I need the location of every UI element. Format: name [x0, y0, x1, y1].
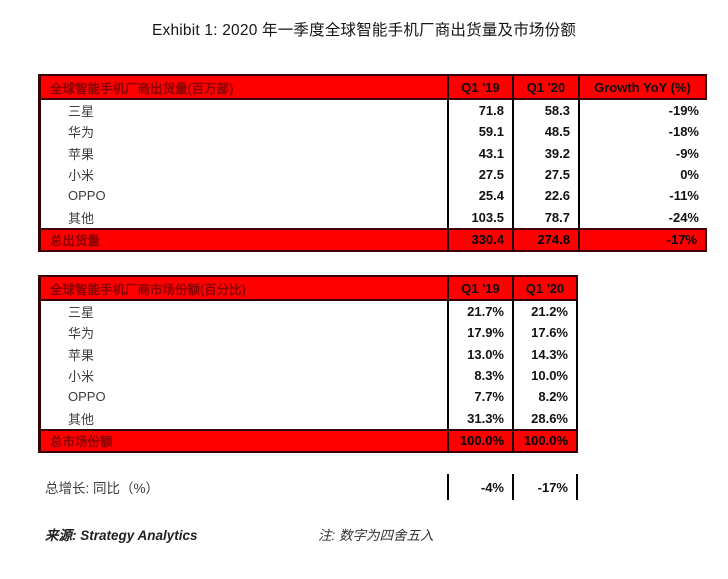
shipments-table: 全球智能手机厂商出货量(百万部) Q1 '19 Q1 '20 Growth Yo…	[38, 74, 707, 252]
total-q1-20-value: 274.8	[512, 227, 578, 252]
q1-19-share: 31.3%	[447, 407, 512, 429]
exhibit-title: Exhibit 1: 2020 年一季度全球智能手机厂商出货量及市场份额	[151, 22, 577, 39]
total-q1-19-value: 330.4	[447, 227, 512, 252]
total-growth-q1-20: -17%	[512, 474, 578, 500]
vendor-label: OPPO	[38, 386, 447, 408]
table-row-apple: 苹果 43.1 39.2 -9%	[38, 142, 707, 164]
q1-20-value: 78.7	[512, 206, 578, 228]
q1-20-share: 10.0%	[512, 364, 578, 387]
vendor-label: 其他	[38, 206, 447, 228]
shipments-table-title: 全球智能手机厂商出货量(百万部)	[38, 74, 447, 100]
total-q1-20-share: 100.0%	[512, 428, 578, 453]
q1-20-value: 48.5	[512, 121, 578, 143]
q1-19-share: 17.9%	[447, 322, 512, 344]
column-header-q1-20: Q1 '20	[512, 74, 578, 100]
vendor-label: 华为	[38, 121, 447, 143]
total-growth-value: -17%	[578, 227, 707, 252]
vendor-label: 其他	[38, 407, 447, 429]
table-row-samsung: 三星 71.8 58.3 -19%	[38, 100, 707, 122]
q1-19-share: 21.7%	[447, 301, 512, 323]
growth-value: -11%	[578, 185, 707, 207]
total-growth-q1-19: -4%	[447, 474, 512, 500]
total-share-label: 总市场份额	[38, 428, 447, 453]
market-share-table: 全球智能手机厂商市场份额(百分比) Q1 '19 Q1 '20 三星 21.7%…	[38, 275, 578, 453]
vendor-label: 小米	[38, 364, 447, 387]
q1-20-value: 22.6	[512, 185, 578, 207]
table-row-xiaomi: 小米 27.5 27.5 0%	[38, 163, 707, 186]
q1-20-value: 27.5	[512, 163, 578, 186]
q1-19-share: 8.3%	[447, 364, 512, 387]
column-header-q1-19: Q1 '19	[447, 275, 512, 301]
growth-value: -9%	[578, 142, 707, 164]
q1-19-value: 25.4	[447, 185, 512, 207]
vendor-label: 三星	[38, 301, 447, 323]
share-table-title: 全球智能手机厂商市场份额(百分比)	[38, 275, 447, 301]
column-header-q1-19: Q1 '19	[447, 74, 512, 100]
source-note: 来源: Strategy Analytics	[45, 528, 198, 543]
table-row-apple: 苹果 13.0% 14.3%	[38, 343, 578, 365]
table-row-others: 其他 31.3% 28.6%	[38, 407, 578, 429]
vendor-label: 苹果	[38, 343, 447, 365]
total-q1-19-share: 100.0%	[447, 428, 512, 453]
table-row-samsung: 三星 21.7% 21.2%	[38, 301, 578, 323]
q1-19-value: 43.1	[447, 142, 512, 164]
q1-20-share: 21.2%	[512, 301, 578, 323]
share-header-row: 全球智能手机厂商市场份额(百分比) Q1 '19 Q1 '20	[38, 275, 578, 301]
vendor-label: OPPO	[38, 185, 447, 207]
share-total-row: 总市场份额 100.0% 100.0%	[38, 428, 578, 453]
total-growth-row: 总增长: 同比（%） -4% -17%	[38, 474, 578, 500]
growth-value: 0%	[578, 163, 707, 186]
q1-20-value: 39.2	[512, 142, 578, 164]
table-row-oppo: OPPO 25.4 22.6 -11%	[38, 185, 707, 207]
vendor-label: 华为	[38, 322, 447, 344]
q1-19-share: 7.7%	[447, 386, 512, 408]
q1-19-share: 13.0%	[447, 343, 512, 365]
q1-20-share: 28.6%	[512, 407, 578, 429]
table-row-huawei: 华为 17.9% 17.6%	[38, 322, 578, 344]
growth-value: -19%	[578, 100, 707, 122]
table-row-xiaomi: 小米 8.3% 10.0%	[38, 364, 578, 387]
shipments-header-row: 全球智能手机厂商出货量(百万部) Q1 '19 Q1 '20 Growth Yo…	[38, 74, 707, 100]
vendor-label: 苹果	[38, 142, 447, 164]
q1-19-value: 71.8	[447, 100, 512, 122]
q1-20-share: 14.3%	[512, 343, 578, 365]
q1-20-share: 8.2%	[512, 386, 578, 408]
table-row-oppo: OPPO 7.7% 8.2%	[38, 386, 578, 408]
vendor-label: 小米	[38, 163, 447, 186]
total-growth-label: 总增长: 同比（%）	[45, 481, 160, 496]
q1-20-share: 17.6%	[512, 322, 578, 344]
table-row-huawei: 华为 59.1 48.5 -18%	[38, 121, 707, 143]
total-shipments-label: 总出货量	[38, 227, 447, 252]
column-header-q1-20: Q1 '20	[512, 275, 578, 301]
growth-value: -24%	[578, 206, 707, 228]
rounding-note: 注: 数字为四舍五入	[318, 528, 434, 543]
q1-20-value: 58.3	[512, 100, 578, 122]
table-row-others: 其他 103.5 78.7 -24%	[38, 206, 707, 228]
shipments-total-row: 总出货量 330.4 274.8 -17%	[38, 227, 707, 252]
q1-19-value: 59.1	[447, 121, 512, 143]
vendor-label: 三星	[38, 100, 447, 122]
q1-19-value: 103.5	[447, 206, 512, 228]
column-header-growth: Growth YoY (%)	[578, 74, 707, 100]
q1-19-value: 27.5	[447, 163, 512, 186]
growth-value: -18%	[578, 121, 707, 143]
